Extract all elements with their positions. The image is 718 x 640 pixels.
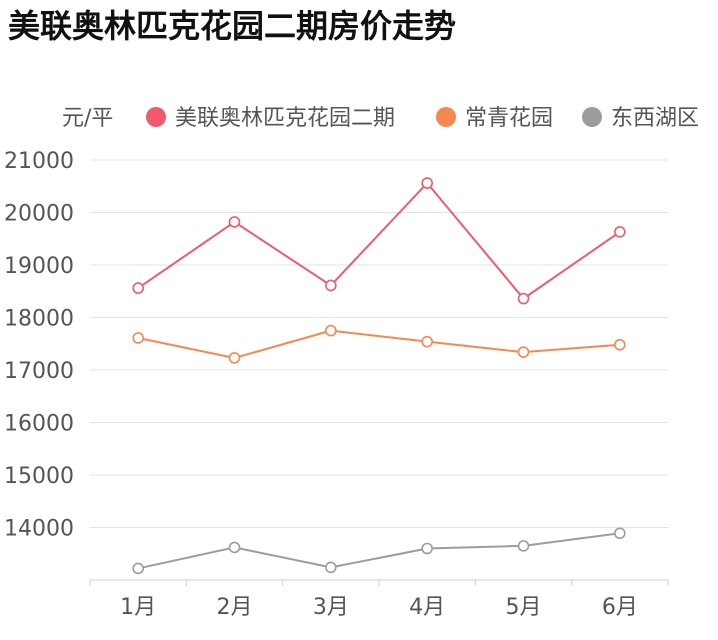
x-tick-label: 1月 — [120, 595, 156, 620]
legend-marker — [582, 107, 602, 127]
y-axis-ticks: 14000 15000 16000 17000 18000 19000 20000 21000 — [4, 149, 74, 542]
y-axis-label: 元/平 — [62, 106, 113, 131]
series-lines — [132, 177, 626, 575]
y-tick-label: 15000 — [4, 464, 74, 489]
data-point — [517, 292, 530, 305]
x-tick-label: 3月 — [313, 595, 349, 620]
data-point — [614, 527, 626, 540]
legend-label: 美联奥林匹克花园二期 — [175, 106, 395, 131]
y-tick-label: 19000 — [4, 254, 74, 279]
series-line — [137, 532, 620, 570]
x-axis: 1月 2月 3月 4月 5月 6月 — [89, 579, 669, 620]
x-tick-label: 4月 — [409, 595, 445, 620]
data-point — [228, 352, 241, 364]
data-point — [325, 279, 337, 292]
data-point — [325, 324, 337, 337]
x-tick-label: 5月 — [506, 595, 542, 620]
legend-marker — [436, 107, 456, 127]
y-tick-label: 20000 — [4, 202, 74, 227]
legend-marker — [146, 107, 166, 127]
data-point — [517, 540, 530, 552]
legend: 美联奥林匹克花园二期 常青花园 东西湖区 — [146, 106, 699, 131]
legend-label: 东西湖区 — [611, 106, 699, 131]
data-point — [421, 177, 433, 189]
y-tick-label: 18000 — [4, 307, 74, 332]
data-point — [228, 541, 241, 554]
data-point — [421, 335, 433, 348]
data-point — [132, 332, 144, 344]
y-tick-label: 17000 — [4, 359, 74, 384]
data-point — [614, 226, 626, 238]
x-tick-label: 2月 — [217, 595, 253, 620]
data-point — [132, 562, 144, 575]
y-tick-label: 14000 — [4, 517, 74, 542]
chart-title: 美联奥林匹克花园二期房价走势 — [8, 7, 457, 45]
grid-lines — [90, 159, 668, 528]
data-point — [228, 216, 241, 228]
x-tick-label: 6月 — [602, 595, 638, 620]
data-point — [132, 282, 144, 294]
data-point — [325, 561, 337, 574]
series-line — [137, 329, 620, 359]
data-point — [517, 346, 530, 358]
data-point — [421, 542, 433, 555]
y-tick-label: 21000 — [4, 149, 74, 174]
y-tick-label: 16000 — [4, 412, 74, 437]
series-line — [137, 181, 621, 300]
data-point — [614, 338, 626, 351]
legend-label: 常青花园 — [465, 106, 553, 131]
